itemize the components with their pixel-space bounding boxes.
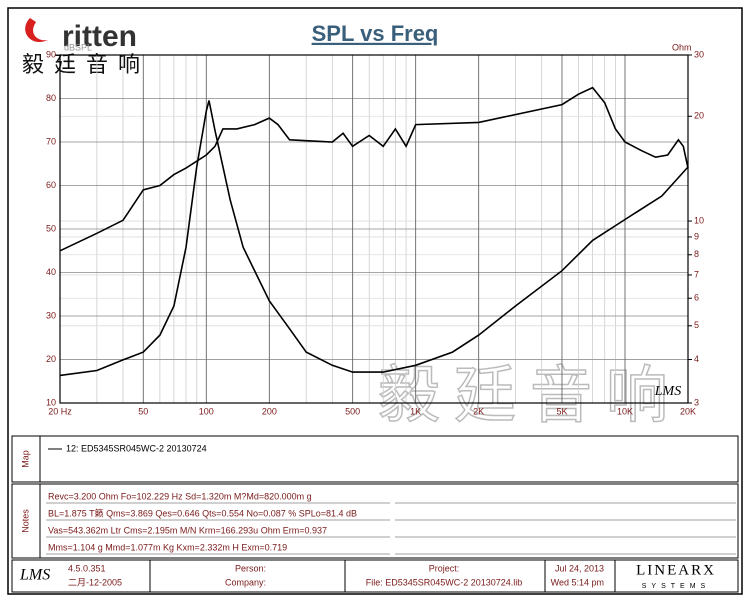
y2-tick-label: 8 [694, 249, 699, 259]
logo-cn: 毅廷音响 [22, 52, 150, 77]
y2-tick-label: 30 [694, 49, 704, 59]
brand: LINEARX [636, 562, 716, 578]
y2-tick-label: 7 [694, 269, 699, 279]
signature: LMS [654, 384, 681, 399]
watermark: 毅廷音响 [378, 361, 682, 430]
time: Wed 5:14 pm [551, 577, 604, 587]
y-tick-label: 60 [46, 180, 56, 190]
footer [11, 559, 739, 593]
note-line: Mms=1.104 g Mmd=1.077m Kg Kxm=2.332m H E… [48, 542, 287, 552]
y2-tick-label: 9 [694, 231, 699, 241]
logo-swirl [25, 18, 48, 42]
notes-panel [11, 483, 739, 559]
y2-tick-label: 20 [694, 111, 704, 121]
x-tick-label: 50 [138, 406, 148, 416]
x-tick-label: 2K [473, 406, 484, 416]
file-name: File: ED5345SR045WC-2 20130724.lib [366, 577, 523, 587]
x-tick-label: 5K [556, 406, 567, 416]
y-tick-label: 40 [46, 267, 56, 277]
note-line: Revc=3.200 Ohm Fo=102.229 Hz Sd=1.320m M… [48, 491, 312, 501]
logo: ritten [62, 20, 137, 53]
notes-label: Notes [20, 509, 30, 533]
x-tick-label: 20K [680, 406, 696, 416]
note-line: Vas=543.362m Ltr Cms=2.195m M/N Krm=166.… [48, 525, 327, 535]
y2-tick-label: 3 [694, 397, 699, 407]
y-tick-label: 80 [46, 93, 56, 103]
x-tick-label: 20 Hz [48, 406, 72, 416]
y-tick-label: 90 [46, 49, 56, 59]
x-tick-label: 200 [262, 406, 277, 416]
y-tick-label: 30 [46, 310, 56, 320]
series-line [59, 100, 689, 377]
brand-sub: SYSTEMS [642, 583, 710, 590]
x-tick-label: 1K [410, 406, 421, 416]
note-line: BL=1.875 T籁 Qms=3.869 Qes=0.646 Qts=0.55… [48, 507, 357, 518]
y2-tick-label: 4 [694, 354, 699, 364]
series-line [59, 86, 689, 252]
y2-tick-label: 6 [694, 293, 699, 303]
y-tick-label: 10 [46, 397, 56, 407]
y-axis-label: dBSPL [64, 42, 92, 52]
person-label: Person: [235, 563, 266, 573]
frame [7, 7, 743, 595]
y2-axis-label: Ohm [672, 42, 692, 52]
chart-title: SPL vs Freq [312, 21, 439, 46]
map-label: Map [20, 450, 30, 468]
y-tick-label: 70 [46, 136, 56, 146]
version: 4.5.0.351 [68, 563, 106, 573]
y2-tick-label: 5 [694, 320, 699, 330]
x-tick-label: 100 [199, 406, 214, 416]
legend-entry: 12: ED5345SR045WC-2 20130724 [66, 443, 207, 453]
build-date: 二月-12-2005 [68, 577, 122, 587]
date: Jul 24, 2013 [555, 563, 604, 573]
y2-tick-label: 10 [694, 215, 704, 225]
y-tick-label: 50 [46, 223, 56, 233]
y-tick-label: 20 [46, 354, 56, 364]
x-tick-label: 10K [617, 406, 633, 416]
map-panel [11, 435, 739, 483]
plot-area [59, 54, 689, 404]
x-tick-label: 500 [345, 406, 360, 416]
app-logo: LMS [19, 567, 50, 584]
company-label: Company: [225, 577, 266, 587]
project-label: Project: [429, 563, 460, 573]
